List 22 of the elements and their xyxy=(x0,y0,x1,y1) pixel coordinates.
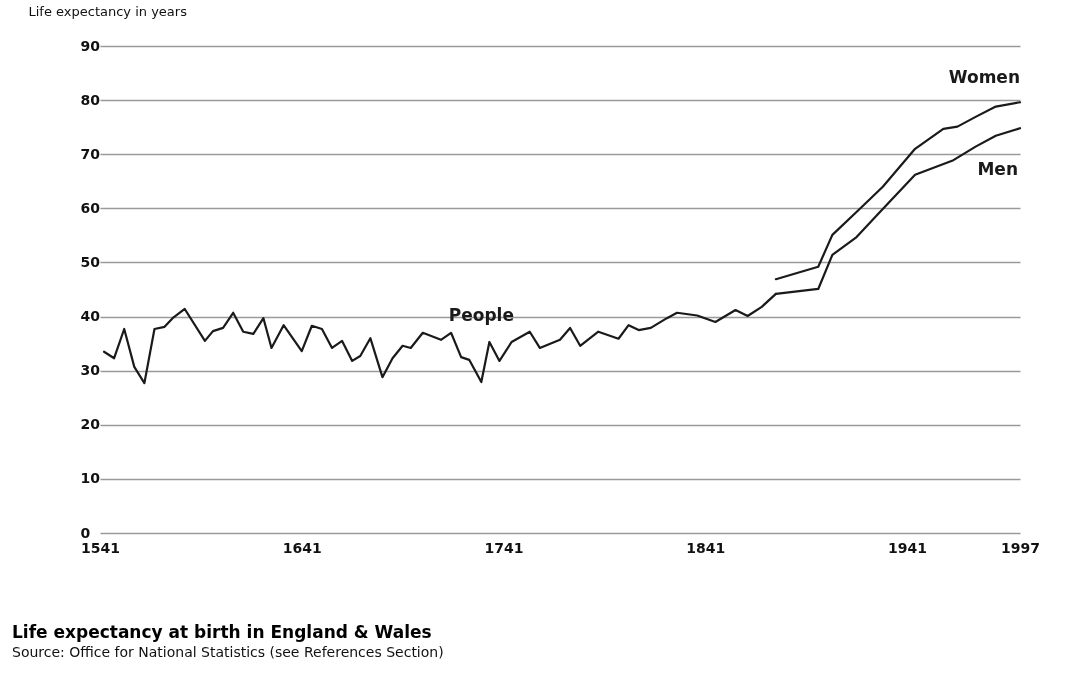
y-tick-label: 40 xyxy=(80,308,101,325)
series-label: People xyxy=(448,305,514,326)
x-tick-label: 1941 xyxy=(888,539,927,556)
series-label: Women xyxy=(948,67,1020,88)
y-tick-label: 60 xyxy=(80,199,101,216)
y-tick-label: 0 xyxy=(80,524,91,541)
x-tick-label: 1741 xyxy=(484,539,524,556)
source-note: Source: Office for National Statistics (see References Section) xyxy=(12,644,444,660)
y-tick-label: 90 xyxy=(80,37,101,54)
series-label: Men xyxy=(977,159,1018,180)
x-tick-label: 1841 xyxy=(686,539,726,556)
y-tick-label: 70 xyxy=(80,145,101,162)
y-tick-label: 10 xyxy=(80,470,101,487)
y-axis-title: Life expectancy in years xyxy=(28,3,188,19)
y-tick-label: 80 xyxy=(80,91,101,108)
y-tick-label: 20 xyxy=(80,416,101,433)
x-tick-label: 1541 xyxy=(81,539,120,556)
x-tick-label: 1997 xyxy=(1001,539,1040,556)
y-tick-label: 30 xyxy=(80,362,101,379)
y-tick-label: 50 xyxy=(80,253,101,270)
x-tick-label: 1641 xyxy=(282,539,322,556)
text: Life expectancy at birth in England & Wales xyxy=(12,622,432,642)
